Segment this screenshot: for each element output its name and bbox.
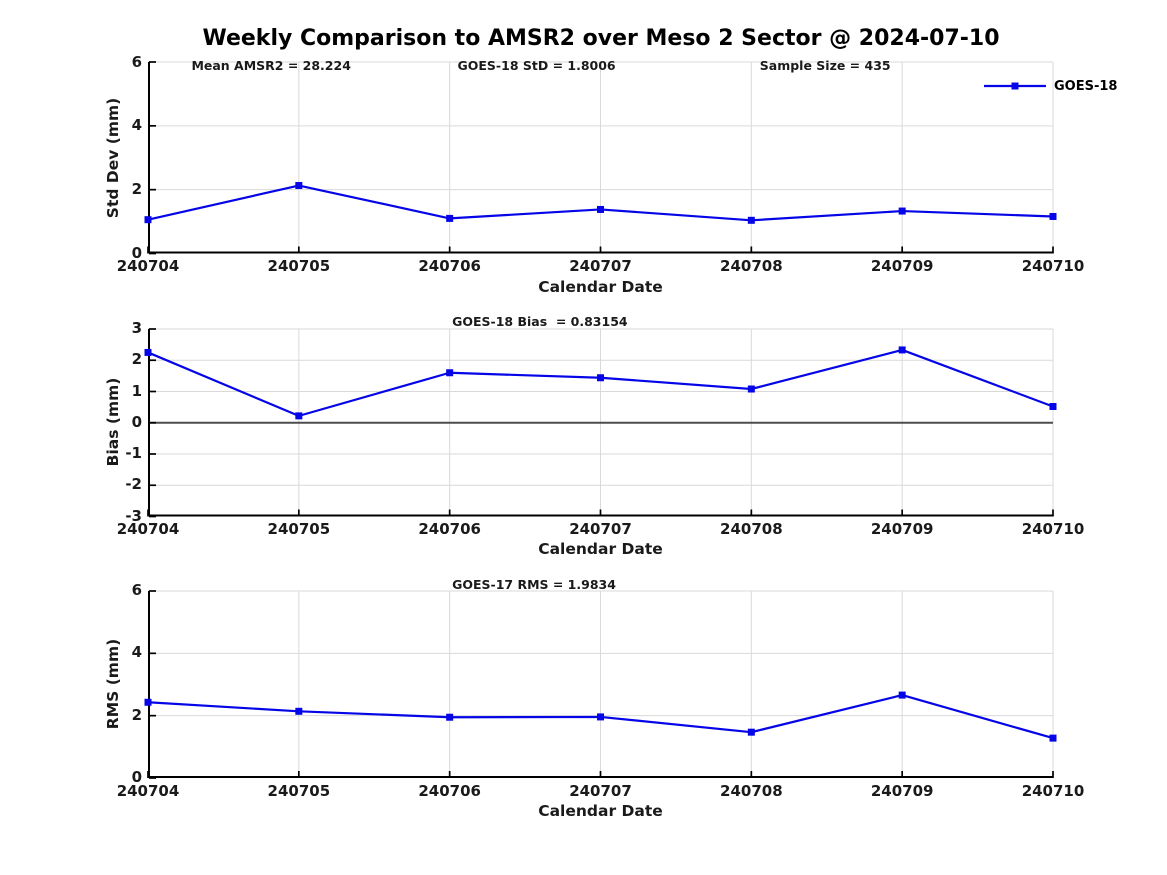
plot-area-2 [144, 589, 1057, 779]
data-point [1049, 402, 1057, 410]
y-tick-label: 0 [131, 244, 142, 262]
y-tick-label: 2 [131, 180, 142, 199]
x-tick-label: 240706 [418, 519, 481, 538]
legend-label: GOES-18 [1054, 78, 1118, 94]
y-tick-label: 1 [131, 381, 142, 400]
x-tick-label: 240710 [1021, 519, 1085, 538]
x-tick-label: 240709 [870, 781, 934, 800]
x-tick-label: 240705 [267, 519, 331, 538]
y-tick-label: 4 [131, 643, 142, 662]
y-tick-label: 6 [131, 52, 142, 71]
x-tick-label: 240706 [418, 781, 481, 800]
y-tick-label: 0 [131, 768, 142, 786]
data-point [144, 698, 152, 706]
x-tick-label: 240707 [569, 519, 632, 538]
data-point [446, 713, 454, 721]
x-tick-label: 240704 [116, 257, 180, 275]
y-tick-label: 3 [131, 319, 142, 337]
x-tick-label: 240708 [720, 781, 783, 800]
data-point [295, 411, 303, 419]
x-tick-label: 240710 [1021, 257, 1085, 275]
x-tick-label: 240710 [1021, 781, 1085, 800]
y-axis-label: Std Dev (mm) [104, 97, 122, 218]
y-tick-label: 0 [131, 412, 142, 431]
data-point [747, 728, 755, 736]
x-tick-label: 240708 [720, 257, 783, 275]
x-tick-label: 240707 [569, 257, 632, 275]
y-tick-label: 2 [131, 705, 142, 724]
legend: GOES-18 [983, 78, 1117, 94]
x-axis-label: Calendar Date [538, 802, 663, 820]
y-axis-label: RMS (mm) [104, 638, 122, 730]
data-point [597, 205, 604, 213]
data-point [295, 707, 303, 715]
y-tick-label: -3 [125, 506, 142, 525]
x-tick-label: 240709 [870, 519, 934, 538]
plot-area-0 [144, 61, 1057, 255]
plot-area-1 [144, 327, 1057, 517]
y-tick-label: 6 [131, 581, 142, 599]
x-axis-label: Calendar Date [538, 539, 663, 558]
data-point [898, 207, 906, 215]
data-point [144, 216, 152, 224]
x-tick-label: 240704 [116, 781, 180, 800]
plot-annotation: GOES-18 Bias = 0.83154 [452, 314, 628, 329]
x-tick-label: 240708 [720, 519, 783, 538]
x-tick-label: 240705 [267, 257, 331, 275]
plot-annotation: GOES-17 RMS = 1.9834 [452, 577, 616, 592]
x-tick-label: 240704 [116, 519, 180, 538]
plot-annotation: Mean AMSR2 = 28.224 [191, 58, 351, 73]
x-tick-label: 240709 [870, 257, 934, 275]
data-point [898, 345, 906, 353]
data-point [1049, 734, 1057, 742]
plot-annotation: Sample Size = 435 [759, 58, 891, 73]
x-tick-label: 240706 [418, 257, 481, 275]
data-point [144, 348, 152, 356]
data-point [597, 373, 604, 381]
y-axis-label: Bias (mm) [104, 377, 122, 467]
y-tick-label: 4 [131, 116, 142, 135]
data-point [747, 385, 755, 392]
data-point [1049, 212, 1057, 220]
data-point [295, 182, 303, 190]
y-tick-label: -1 [125, 444, 142, 462]
plot-annotation: GOES-18 StD = 1.8006 [457, 58, 616, 73]
y-tick-label: 2 [131, 350, 142, 369]
x-tick-label: 240707 [569, 781, 632, 800]
x-tick-label: 240705 [267, 781, 331, 800]
data-point [597, 712, 604, 720]
data-point [747, 216, 755, 224]
chart-title: Weekly Comparison to AMSR2 over Meso 2 S… [202, 26, 1000, 51]
y-tick-label: -2 [125, 475, 142, 494]
x-axis-label: Calendar Date [538, 277, 663, 296]
data-point [898, 691, 906, 699]
data-point [446, 214, 454, 222]
data-point [446, 368, 454, 376]
legend-line-swatch [984, 82, 1046, 90]
